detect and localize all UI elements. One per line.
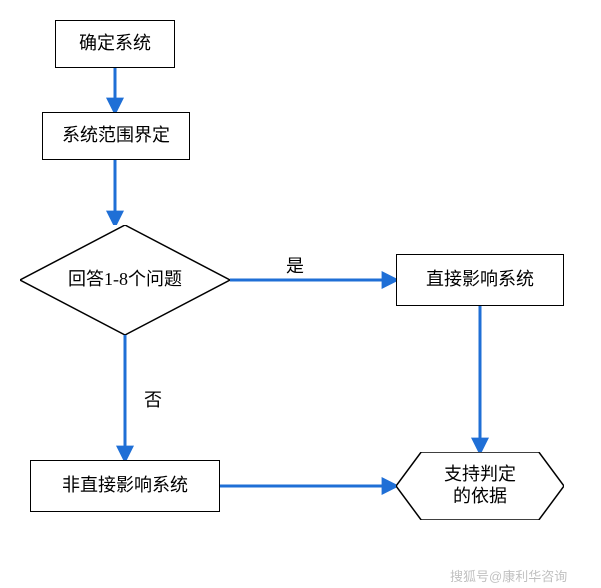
flowchart-canvas: 确定系统 系统范围界定 回答1-8个问题 直接影响系统 非直接影响系统 支持判定…: [0, 0, 601, 588]
node-direct-impact: 直接影响系统: [396, 254, 564, 306]
edge-label-yes: 是: [286, 252, 304, 278]
node-determine-system: 确定系统: [55, 20, 175, 68]
node-supporting-basis: 支持判定 的依据: [396, 452, 564, 520]
node-decision-questions: 回答1-8个问题: [20, 225, 230, 335]
node-indirect-impact: 非直接影响系统: [30, 460, 220, 512]
node-label: 非直接影响系统: [62, 475, 188, 497]
node-label: 确定系统: [79, 33, 151, 55]
node-label: 回答1-8个问题: [68, 269, 182, 291]
edge-label-no: 否: [144, 386, 162, 412]
watermark-text: 搜狐号@康利华咨询: [450, 566, 567, 585]
node-label: 系统范围界定: [62, 125, 170, 147]
node-label: 支持判定 的依据: [444, 464, 516, 507]
node-system-scope: 系统范围界定: [42, 112, 190, 160]
node-label: 直接影响系统: [426, 269, 534, 291]
